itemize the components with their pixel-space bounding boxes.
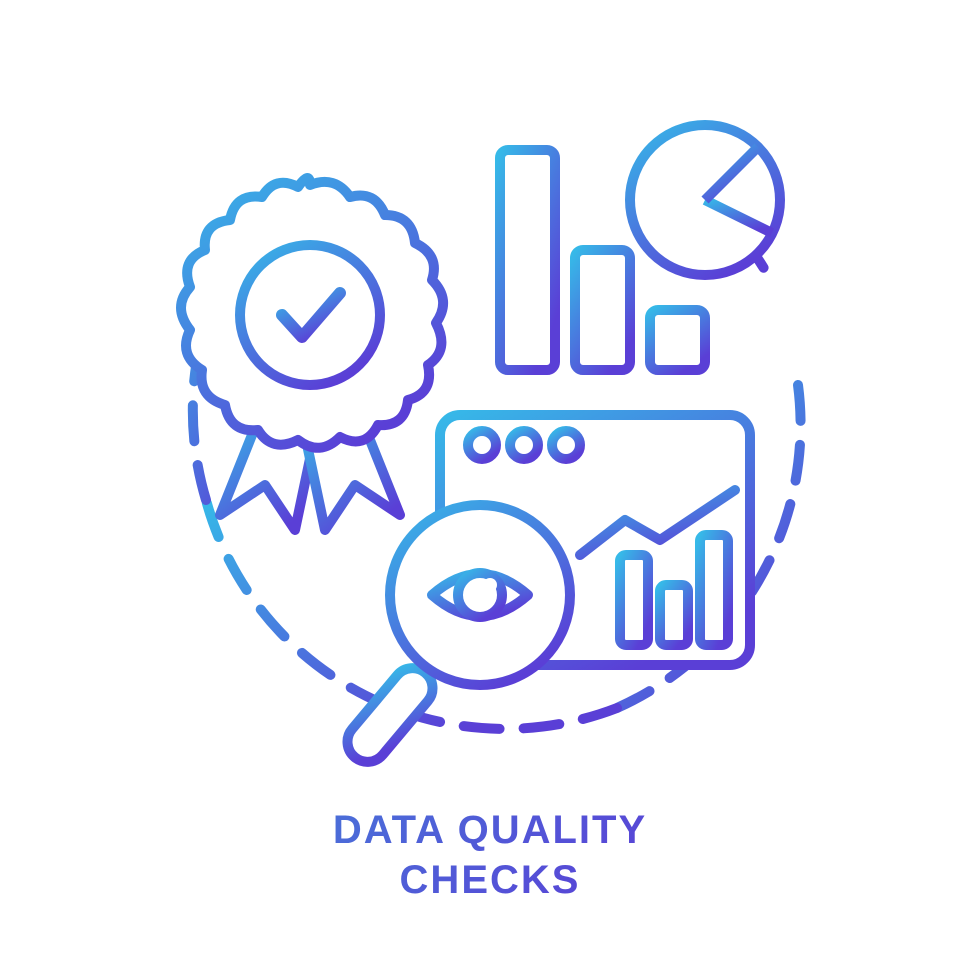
concept-icon <box>140 75 840 775</box>
pie-chart-icon <box>630 125 780 275</box>
caption-line1: DATA QUALITY <box>333 808 647 852</box>
caption-line2: CHECKS <box>400 858 581 902</box>
quality-badge-icon <box>181 178 443 530</box>
infographic-svg <box>140 75 840 775</box>
caption: DATA QUALITY CHECKS <box>333 805 647 905</box>
